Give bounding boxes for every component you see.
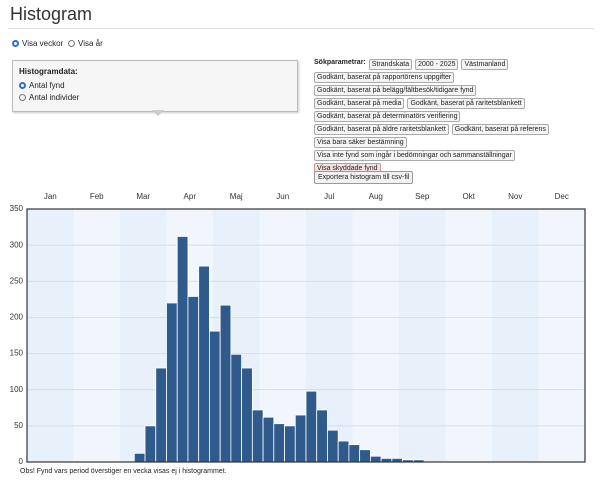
search-params: Sökparametrar: Strandskata 2000 - 2025 Väst…	[314, 59, 594, 183]
search-tag: Godkänt, baserat på raritetsblankett	[407, 98, 525, 109]
bar	[284, 425, 296, 463]
tag-row: Visa inte fynd som ingår i bedömningar o…	[314, 150, 594, 161]
bar	[155, 367, 167, 463]
radio-label: Antal individer	[29, 93, 80, 102]
chart: Jan Feb Mar Apr Maj Jun Jul Aug Sep Okt Nov Dec 0 50 1…	[10, 192, 586, 466]
page-title: Histogram	[10, 4, 93, 24]
search-tag: Strandskata	[368, 59, 413, 70]
footnote: Obs! Fynd vars period överstiger en veck…	[20, 468, 227, 475]
bar	[359, 449, 371, 463]
search-tag: Godkänt, baserat på determinatörs verifi…	[314, 111, 461, 122]
radio-count[interactable]: Antal fynd	[19, 81, 65, 90]
bar	[187, 296, 200, 463]
search-tag: Godkänt, baserat på media	[314, 98, 405, 109]
x-tick-label: Jul	[324, 192, 334, 201]
bar	[209, 330, 221, 463]
export-button[interactable]: Exportera histogram till csv-fil	[314, 171, 414, 184]
radio-label: Visa år	[78, 39, 103, 48]
radio-individuals[interactable]: Antal individer	[19, 93, 79, 102]
y-tick-label: 250	[10, 276, 24, 285]
search-tag: Godkänt, baserat på belägg/fältbesök/tid…	[314, 85, 477, 96]
histogram-data-box: Histogramdata: Antal fynd Antal individe…	[12, 60, 298, 112]
bar	[305, 390, 318, 463]
bar	[144, 425, 157, 463]
bar	[262, 416, 275, 463]
y-tick-label: 0	[19, 457, 24, 466]
y-tick-label: 300	[10, 240, 24, 249]
x-tick-label: Nov	[508, 192, 522, 201]
radio-years[interactable]: Visa år	[68, 39, 103, 48]
month-band	[352, 209, 399, 462]
search-tag: Godkänt, baserat på rapportörens uppgift…	[314, 72, 455, 83]
bar	[230, 353, 243, 463]
bar	[133, 452, 146, 463]
search-tag: 2000 - 2025	[415, 59, 459, 70]
radio-label: Visa veckor	[22, 39, 64, 48]
y-tick-label: 200	[10, 313, 24, 322]
x-tick-label: Jun	[276, 192, 289, 201]
month-band	[445, 209, 492, 462]
bar	[219, 304, 232, 463]
search-tag: Godkänt, baserat på referens	[451, 124, 549, 135]
bar	[241, 367, 253, 463]
tag-row: Godkänt, baserat på rapportörens uppgift…	[314, 72, 594, 83]
tag-row: Godkänt, baserat på determinatörs verifi…	[314, 111, 594, 122]
bar	[198, 265, 210, 463]
bar	[369, 455, 382, 463]
radio-weeks[interactable]: Visa veckor	[12, 39, 63, 48]
bar	[176, 236, 189, 463]
month-band	[492, 209, 539, 462]
x-tick-label: Maj	[230, 192, 243, 201]
bar	[251, 409, 264, 463]
x-tick-label: Dec	[555, 192, 569, 201]
box-pointer	[152, 110, 164, 116]
bar	[348, 444, 361, 463]
bar	[294, 414, 307, 463]
bar	[166, 302, 178, 463]
search-label: Sökparametrar:	[314, 59, 366, 66]
divider	[8, 28, 594, 29]
x-tick-label: Jan	[44, 192, 57, 201]
y-tick-label: 100	[10, 385, 24, 394]
bar	[337, 440, 350, 463]
y-tick-label: 50	[14, 421, 23, 430]
month-band	[538, 209, 585, 462]
x-tick-label: Sep	[415, 192, 430, 201]
bar	[273, 423, 285, 463]
box-title: Histogramdata:	[19, 67, 78, 76]
search-tag: Godkänt, baserat på äldre raritetsblanke…	[314, 124, 449, 135]
bar	[316, 409, 328, 463]
y-tick-label: 350	[10, 204, 24, 213]
tag-row: Godkänt, baserat på äldre raritetsblanke…	[314, 124, 594, 135]
month-band	[399, 209, 446, 462]
y-tick-label: 150	[10, 349, 24, 358]
search-tag: Västmanland	[461, 59, 509, 70]
x-tick-label: Aug	[369, 192, 383, 201]
tag-row: Visa bara säker bestämning	[314, 137, 594, 148]
x-tick-label: Mar	[136, 192, 150, 201]
x-tick-label: Apr	[184, 192, 197, 201]
tag-row: Godkänt, baserat på belägg/fältbesök/tid…	[314, 85, 594, 96]
month-band	[73, 209, 120, 462]
x-tick-label: Feb	[90, 192, 104, 201]
radio-label: Antal fynd	[29, 81, 65, 90]
month-band	[27, 209, 74, 462]
tag-row: Godkänt, baserat på media Godkänt, basera…	[314, 98, 594, 109]
bar	[327, 429, 339, 463]
x-tick-label: Okt	[463, 192, 476, 201]
search-tag: Visa inte fynd som ingår i bedömningar o…	[314, 150, 515, 161]
search-tag: Visa bara säker bestämning	[314, 137, 407, 148]
plot-border	[26, 208, 586, 463]
